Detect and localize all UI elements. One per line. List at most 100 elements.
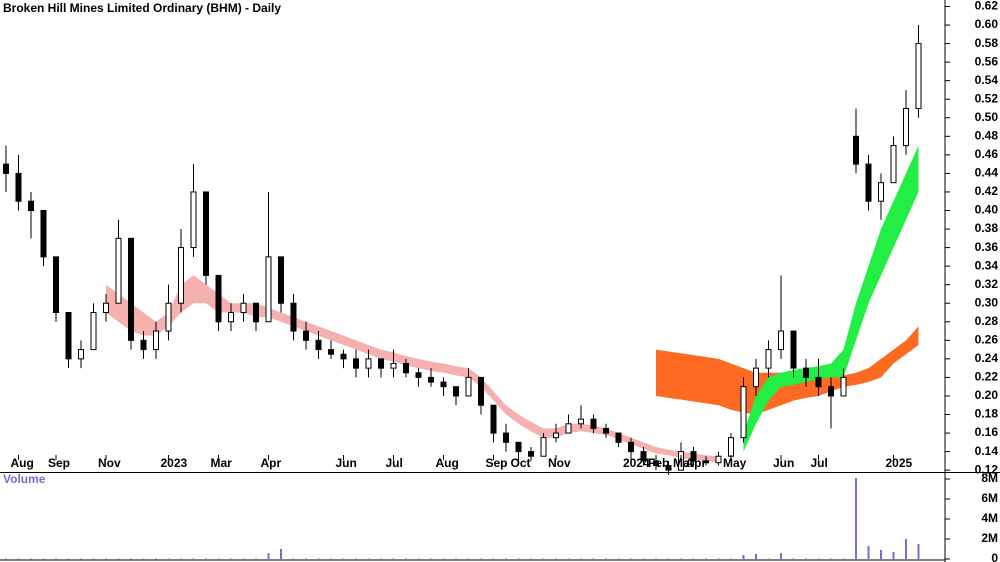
y-tick-label: 0.62 [975, 0, 999, 13]
volume-bar [267, 553, 270, 559]
candle-body [165, 302, 172, 332]
volume-bar [317, 558, 320, 559]
volume-bar [92, 558, 95, 560]
volume-bar [617, 558, 620, 559]
volume-bar [80, 558, 82, 560]
candle-body [740, 386, 747, 439]
candle-body [390, 363, 397, 369]
candle-body [628, 441, 634, 453]
volume-bar [842, 558, 845, 559]
y-tick-label: 0.44 [975, 166, 999, 180]
volume-bar [167, 558, 170, 559]
x-tick-label: Sep [48, 456, 70, 470]
candle-body [603, 427, 609, 434]
candle-body [178, 247, 184, 304]
volume-bar [605, 558, 607, 559]
volume-bar [492, 558, 495, 559]
x-tick-label: Feb [648, 456, 669, 470]
x-tick-label: 2024 [623, 456, 650, 470]
candle-body [640, 451, 647, 462]
x-tick-label: Jun [336, 456, 357, 470]
candle-body [378, 358, 384, 369]
volume-bar [280, 549, 282, 559]
y-tick-label: 0.18 [975, 407, 999, 421]
candle-body [203, 191, 209, 276]
candle-body [215, 274, 222, 323]
candle-body [253, 302, 259, 323]
y-tick-label: 0.48 [975, 128, 999, 142]
y-tick-label: 0.52 [975, 91, 999, 105]
candle-body [103, 302, 109, 314]
candle-body [15, 172, 22, 202]
volume-bar [630, 558, 632, 559]
x-tick-label: May [723, 456, 747, 470]
candle-body [153, 330, 159, 351]
volume-bar [430, 558, 432, 559]
candle-body [128, 237, 134, 341]
volume-bar [367, 558, 370, 559]
candle-body [240, 302, 247, 314]
y-tick-label: 0.38 [975, 221, 999, 235]
volume-bar [292, 558, 295, 559]
y-tick-label: 6M [981, 491, 998, 505]
volume-bar [567, 558, 570, 559]
candle-body [590, 418, 597, 429]
ribbon [656, 326, 919, 415]
volume-bar [730, 558, 732, 559]
y-tick-label: 0.58 [975, 36, 999, 50]
volume-bar [542, 558, 545, 559]
y-tick-label: 0 [991, 551, 998, 562]
candle-body [540, 437, 547, 457]
volume-bar [342, 558, 345, 559]
volume-bar [330, 558, 332, 559]
x-tick-label: 2025 [886, 456, 913, 470]
candle-body [878, 182, 884, 202]
candle-body [653, 460, 659, 467]
candle-body [440, 381, 447, 388]
candle-body [853, 135, 859, 165]
candle-body [865, 163, 872, 202]
volume-bar [767, 558, 770, 559]
candle-body [465, 376, 472, 397]
candle-body [115, 237, 122, 304]
ribbon [106, 275, 719, 463]
y-tick-label: 0.28 [975, 314, 999, 328]
candle-body [753, 367, 759, 388]
y-tick-label: 0.22 [975, 370, 999, 384]
volume-bar [867, 546, 870, 559]
volume-bar [817, 558, 820, 559]
x-tick-label: Sep [486, 456, 508, 470]
y-tick-label: 0.60 [975, 17, 999, 31]
y-tick-label: 0.54 [975, 73, 999, 87]
volume-title: Volume [3, 472, 46, 486]
y-tick-label: 0.20 [975, 388, 999, 402]
x-tick-label: Apr [261, 456, 282, 470]
x-tick-label: Jul [811, 456, 828, 470]
x-tick-label: Mar [211, 456, 233, 470]
candle-body [840, 376, 847, 397]
volume-bar [905, 539, 907, 559]
volume-bar [455, 558, 457, 559]
candle-body [415, 372, 422, 378]
candle-body [665, 465, 672, 471]
volume-bar [742, 555, 745, 559]
volume-bar [217, 558, 220, 559]
volume-bar [717, 558, 720, 559]
volume-bar [667, 558, 670, 559]
y-tick-label: 0.16 [975, 425, 999, 439]
x-tick-label: Oct [511, 456, 531, 470]
volume-bar [142, 558, 145, 560]
y-tick-label: 0.32 [975, 277, 999, 291]
candle-body [278, 256, 284, 304]
candle-body [65, 312, 72, 360]
candle-body [403, 363, 409, 374]
x-tick-label: Apr [686, 456, 707, 470]
candle-body [728, 437, 734, 457]
candle-body [903, 107, 909, 147]
volume-bar [17, 558, 20, 560]
candle-body [190, 191, 197, 249]
x-tick-label: Aug [11, 456, 34, 470]
volume-bar [355, 558, 357, 559]
candle-body [228, 312, 234, 323]
candle-body [453, 386, 459, 397]
